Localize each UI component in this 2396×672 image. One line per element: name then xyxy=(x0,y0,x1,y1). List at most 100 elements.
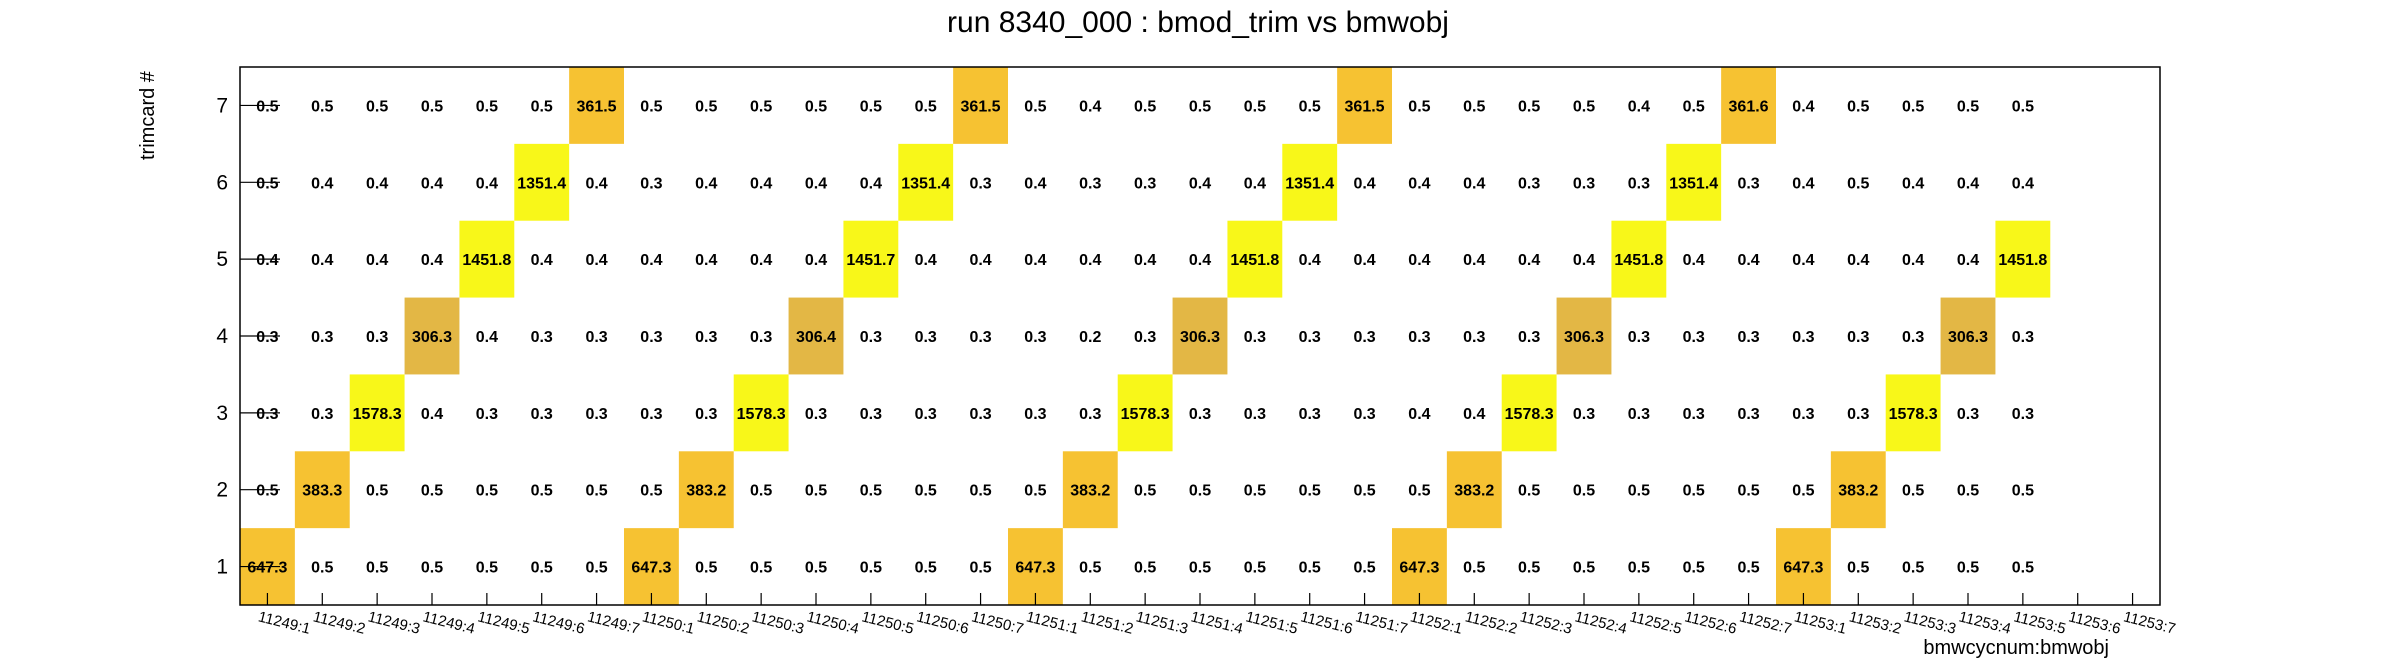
cell-label: 0.3 xyxy=(860,406,882,423)
x-tick-label: 11252:2 xyxy=(1463,608,1519,637)
cell-label: 0.4 xyxy=(1189,252,1211,269)
cell-label: 383.2 xyxy=(1838,483,1878,500)
cell-label: 0.5 xyxy=(1957,483,1979,500)
cell-label: 1351.4 xyxy=(1669,175,1718,192)
cell-label: 0.3 xyxy=(640,406,662,423)
cell-label: 0.3 xyxy=(640,329,662,346)
heatmap-cell xyxy=(1721,67,1776,144)
cell-label: 0.4 xyxy=(1518,252,1540,269)
cell-label: 0.5 xyxy=(1573,98,1595,115)
cell-label: 647.3 xyxy=(631,560,671,577)
x-tick-label: 11252:7 xyxy=(1738,608,1794,637)
cell-label: 0.4 xyxy=(1134,252,1156,269)
cell-label: 0.5 xyxy=(1518,98,1540,115)
heatmap-cell xyxy=(624,528,679,605)
cell-label: 0.4 xyxy=(2012,175,2034,192)
x-axis-label: bmwcycnum:bmwobj xyxy=(1923,637,2109,659)
heatmap-cell xyxy=(1446,451,1502,529)
cell-label: 0.3 xyxy=(2012,406,2034,423)
x-tick-label: 11249:1 xyxy=(256,608,312,637)
x-tick-label: 11250:3 xyxy=(750,608,806,637)
cell-label: 0.5 xyxy=(421,560,443,577)
x-tick-label: 11250:7 xyxy=(970,608,1026,637)
heatmap-cell xyxy=(1776,528,1831,605)
cell-label: 306.3 xyxy=(1564,329,1604,346)
heatmap-cell xyxy=(294,451,350,529)
cell-label: 0.4 xyxy=(585,252,607,269)
cell-label: 0.4 xyxy=(1957,252,1979,269)
cell-label: 0.5 xyxy=(640,483,662,500)
cell-label: 0.5 xyxy=(860,98,882,115)
cell-label: 0.3 xyxy=(1189,406,1211,423)
cell-label: 0.4 xyxy=(1792,252,1814,269)
cell-label: 0.3 xyxy=(1518,175,1540,192)
heatmap-cell xyxy=(514,143,570,221)
cell-label: 0.3 xyxy=(1737,406,1759,423)
cell-label: 0.5 xyxy=(311,560,333,577)
cell-label: 1578.3 xyxy=(1889,406,1938,423)
y-tick-label: 7 xyxy=(216,94,228,117)
heatmap-cell xyxy=(1666,143,1722,221)
cell-label: 0.5 xyxy=(1408,483,1430,500)
cell-label: 0.5 xyxy=(2012,98,2034,115)
x-tick-label: 11249:3 xyxy=(366,608,422,637)
heatmap-cell xyxy=(1940,297,1996,375)
cell-label: 0.5 xyxy=(1518,483,1540,500)
x-tick-label: 11251:6 xyxy=(1299,608,1355,637)
cell-label: 1578.3 xyxy=(1505,406,1554,423)
chart-title: run 8340_000 : bmod_trim vs bmwobj xyxy=(947,6,1449,39)
heatmap-cell xyxy=(788,297,844,375)
cell-label: 1451.8 xyxy=(462,252,511,269)
cell-label: 306.4 xyxy=(796,329,836,346)
cell-label: 0.4 xyxy=(1408,252,1430,269)
cell-label: 0.3 xyxy=(1573,175,1595,192)
x-tick-label: 11253:3 xyxy=(1902,608,1958,637)
cell-label: 361.6 xyxy=(1729,98,1769,115)
cell-label: 0.4 xyxy=(1792,98,1814,115)
cell-label: 0.5 xyxy=(1847,175,1869,192)
cell-label: 0.4 xyxy=(1628,98,1650,115)
cell-label: 0.4 xyxy=(1737,252,1759,269)
heatmap-cell xyxy=(1008,528,1063,605)
cell-label: 0.5 xyxy=(1189,98,1211,115)
cell-label: 0.3 xyxy=(1847,406,1869,423)
cell-label: 0.4 xyxy=(1024,252,1046,269)
x-tick-label: 11251:3 xyxy=(1134,608,1190,637)
cell-label: 0.3 xyxy=(366,329,388,346)
cell-label: 0.3 xyxy=(1902,329,1924,346)
cell-label: 0.3 xyxy=(695,329,717,346)
cell-label: 0.3 xyxy=(1628,329,1650,346)
cell-label: 0.3 xyxy=(256,406,278,423)
cell-label: 0.3 xyxy=(1408,329,1430,346)
cell-label: 0.5 xyxy=(640,98,662,115)
cell-label: 0.5 xyxy=(915,98,937,115)
cell-label: 0.4 xyxy=(1024,175,1046,192)
cell-label: 0.5 xyxy=(750,483,772,500)
heatmap-cell xyxy=(1392,528,1447,605)
cell-label: 0.5 xyxy=(1847,560,1869,577)
cell-label: 0.3 xyxy=(915,329,937,346)
cell-label: 0.3 xyxy=(640,175,662,192)
cell-label: 0.3 xyxy=(969,175,991,192)
cell-label: 0.5 xyxy=(860,560,882,577)
x-tick-label: 11249:4 xyxy=(421,608,477,637)
cell-label: 0.5 xyxy=(695,98,717,115)
cell-label: 383.3 xyxy=(302,483,342,500)
cell-label: 1451.8 xyxy=(1998,252,2047,269)
cell-label: 0.3 xyxy=(860,329,882,346)
cell-label: 1451.8 xyxy=(1230,252,1279,269)
heatmap-cell xyxy=(1885,374,1941,452)
cell-label: 0.4 xyxy=(640,252,662,269)
cell-label: 0.5 xyxy=(476,560,498,577)
heatmap-cell xyxy=(1172,297,1228,375)
cell-label: 0.5 xyxy=(476,98,498,115)
cell-label: 0.5 xyxy=(695,560,717,577)
heatmap-cell xyxy=(678,451,734,529)
cell-label: 0.5 xyxy=(860,483,882,500)
x-tick-label: 11253:1 xyxy=(1792,608,1848,637)
cell-label: 0.5 xyxy=(1847,98,1869,115)
y-axis: 1 2 3 4 5 6 7 xyxy=(216,94,280,579)
cell-label: 0.4 xyxy=(1079,98,1101,115)
cell-label: 0.3 xyxy=(1024,406,1046,423)
cell-label: 0.4 xyxy=(695,252,717,269)
